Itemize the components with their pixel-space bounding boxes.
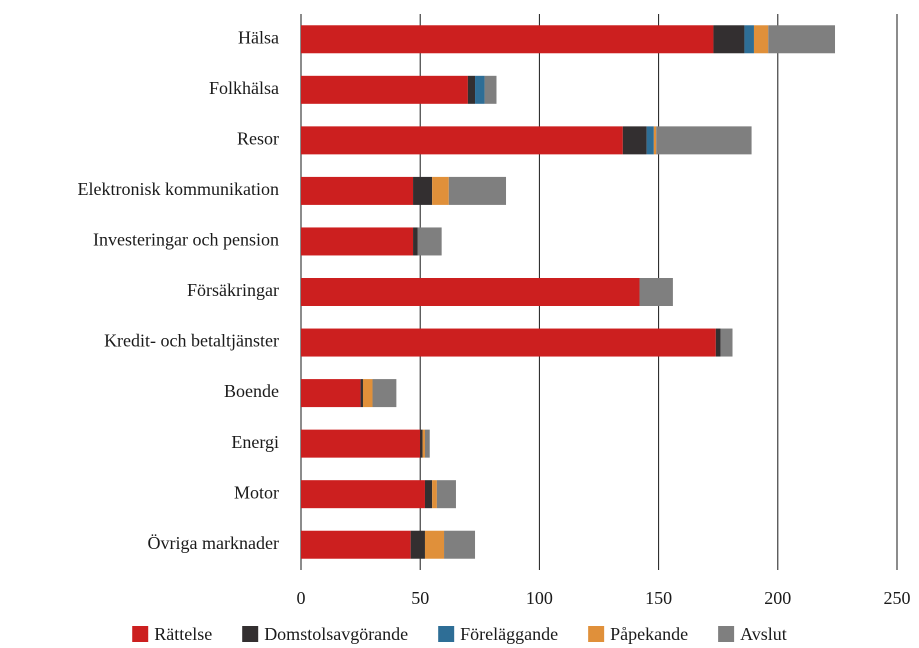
bar-segment <box>301 227 414 256</box>
bar-segment <box>301 379 361 408</box>
y-tick-label: Boende <box>224 381 279 401</box>
bar-segment <box>448 176 507 205</box>
bar-segment <box>436 480 456 509</box>
bar-segment <box>301 126 623 155</box>
bar-segment <box>639 278 673 306</box>
bar-segment <box>422 429 425 458</box>
x-tick-label: 0 <box>297 588 306 608</box>
y-tick-label: Försäkringar <box>187 280 279 300</box>
bar-segment <box>768 25 836 54</box>
legend-label: Avslut <box>740 624 787 644</box>
legend-swatch <box>242 626 259 642</box>
legend-swatch <box>132 626 149 642</box>
bar-segment <box>656 126 752 155</box>
y-tick-label: Kredit- och betaltjänster <box>104 331 279 351</box>
bar-segment <box>424 429 430 458</box>
bar-segment <box>432 176 449 205</box>
y-tick-label: Folkhälsa <box>209 78 279 98</box>
legend-label: Påpekande <box>610 624 688 644</box>
bar-segment <box>444 530 476 559</box>
y-tick-label: Investeringar och pension <box>93 230 279 250</box>
bar-segment <box>720 328 733 357</box>
x-tick-label: 100 <box>526 588 553 608</box>
x-tick-label: 200 <box>764 588 791 608</box>
bar-segment <box>413 227 418 256</box>
bar-segment <box>744 25 754 54</box>
bar-segment <box>360 379 363 408</box>
bar-segment <box>646 126 654 155</box>
bar-segment <box>301 328 716 357</box>
y-tick-label: Energi <box>231 432 279 452</box>
legend-label: Föreläggande <box>460 624 558 644</box>
y-tick-label: Övriga marknader <box>148 533 279 553</box>
x-tick-label: 150 <box>645 588 672 608</box>
y-tick-label: Elektronisk kommunikation <box>78 179 279 199</box>
bar-segment <box>420 429 423 458</box>
x-tick-label: 50 <box>411 588 429 608</box>
x-tick-label: 250 <box>884 588 911 608</box>
bar-segment <box>301 530 411 559</box>
bar-segment <box>301 75 468 104</box>
y-tick-label: Motor <box>234 482 279 502</box>
bar-segment <box>410 530 425 559</box>
bar-segment <box>301 176 414 205</box>
bar-segment <box>475 75 485 104</box>
bar-segment <box>715 328 721 357</box>
legend-swatch <box>438 626 455 642</box>
bar-segment <box>301 278 640 306</box>
bar-segment <box>467 75 476 104</box>
bar-segment <box>484 75 497 104</box>
bar-segment <box>301 480 425 509</box>
legend-label: Domstolsavgörande <box>264 624 408 644</box>
bar-segment <box>753 25 769 54</box>
bar-segment <box>713 25 745 54</box>
bar-segment <box>301 429 421 458</box>
legend-swatch <box>718 626 735 642</box>
bar-segment <box>362 379 373 408</box>
legend-label: Rättelse <box>154 624 212 644</box>
bar-segment <box>417 227 442 256</box>
y-tick-label: Hälsa <box>238 27 279 47</box>
bar-segment <box>424 530 445 559</box>
bar-segment <box>301 25 714 54</box>
bar-segment <box>432 480 437 509</box>
bar-segment <box>413 176 433 205</box>
bar-segment <box>653 126 657 155</box>
bar-segment <box>622 126 647 155</box>
y-tick-label: Resor <box>237 128 279 148</box>
legend-swatch <box>588 626 605 642</box>
bar-segment <box>424 480 433 509</box>
bar-segment <box>372 379 397 408</box>
